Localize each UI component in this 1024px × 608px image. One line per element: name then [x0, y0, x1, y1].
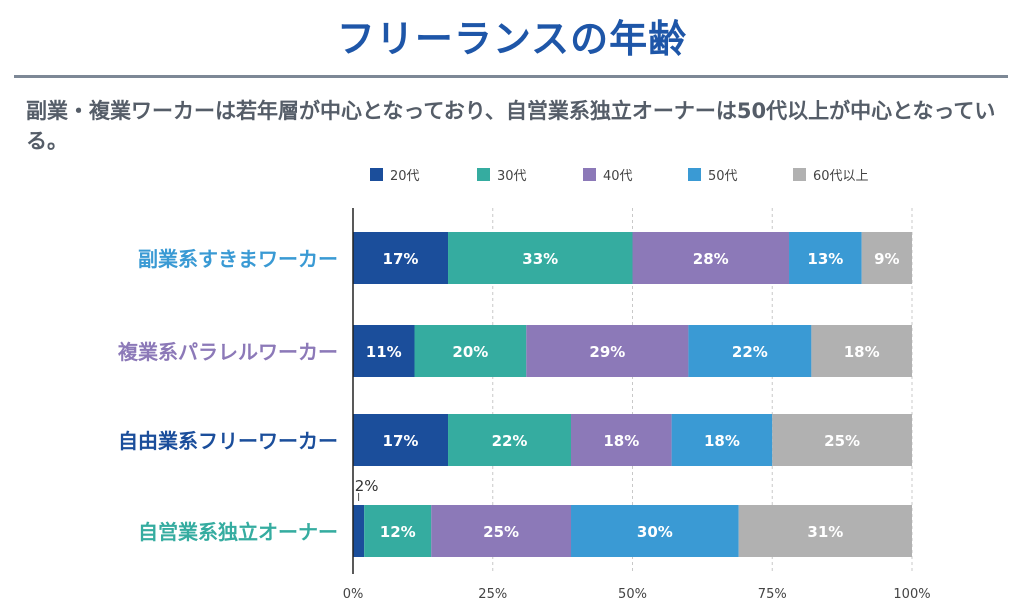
- bar-segment: [364, 505, 432, 557]
- page-title: フリーランスの年齢: [336, 17, 688, 61]
- category-label: 自営業系独立オーナー: [138, 520, 338, 544]
- data-label: 12%: [380, 523, 416, 541]
- bar-segment: [431, 505, 572, 557]
- data-label: 25%: [483, 523, 519, 541]
- data-label: 33%: [522, 250, 558, 268]
- data-label: 30%: [637, 523, 673, 541]
- bar-segment: [448, 232, 633, 284]
- data-label: 31%: [807, 523, 843, 541]
- legend-swatch: [688, 168, 701, 181]
- bar-segment: [671, 414, 773, 466]
- bar-segment: [571, 414, 672, 466]
- data-label: 22%: [732, 343, 768, 361]
- data-label: 25%: [824, 432, 860, 450]
- x-tick-label: 25%: [478, 587, 507, 602]
- bar-segment: [353, 505, 365, 557]
- x-tick-label: 0%: [343, 587, 364, 602]
- x-tick-label: 75%: [758, 587, 787, 602]
- bar-segment: [688, 325, 812, 377]
- bar-segment: [811, 325, 912, 377]
- legend-swatch: [793, 168, 806, 181]
- bar-segment: [526, 325, 689, 377]
- bar-segment: [353, 232, 449, 284]
- data-label: 22%: [492, 432, 528, 450]
- bar-segment: [414, 325, 527, 377]
- x-tick-label: 100%: [893, 587, 930, 602]
- legend-label: 50代: [708, 169, 738, 184]
- category-label: 複業系パラレルワーカー: [118, 340, 338, 364]
- legend-swatch: [370, 168, 383, 181]
- data-label: 13%: [807, 250, 843, 268]
- data-label: 29%: [589, 343, 625, 361]
- data-label: 2%: [355, 477, 379, 495]
- bar-segment: [353, 414, 449, 466]
- legend-swatch: [477, 168, 490, 181]
- bar-segment: [632, 232, 790, 284]
- category-label: 自由業系フリーワーカー: [118, 429, 338, 453]
- data-label: 17%: [383, 432, 419, 450]
- bar-segment: [448, 414, 572, 466]
- data-label: 18%: [603, 432, 639, 450]
- legend-label: 20代: [390, 169, 420, 184]
- category-label: 副業系すきまワーカー: [138, 247, 338, 271]
- legend-swatch: [583, 168, 596, 181]
- bar-segment: [789, 232, 862, 284]
- bar-segment: [353, 325, 415, 377]
- page-subtitle: 副業・複業ワーカーは若年層が中心となっており、自営業系独立オーナーは50代以上が…: [26, 99, 996, 153]
- data-label: 17%: [383, 250, 419, 268]
- bar-segment: [772, 414, 912, 466]
- data-label: 11%: [366, 343, 402, 361]
- legend-label: 30代: [497, 169, 527, 184]
- legend-label: 40代: [603, 169, 633, 184]
- bar-segment: [861, 232, 912, 284]
- bar-segment: [571, 505, 739, 557]
- data-label: 18%: [704, 432, 740, 450]
- legend-label: 60代以上: [813, 169, 869, 184]
- data-label: 9%: [874, 250, 899, 268]
- data-label: 28%: [693, 250, 729, 268]
- x-tick-label: 50%: [618, 587, 647, 602]
- title-divider: [14, 75, 1008, 78]
- bar-segment: [738, 505, 912, 557]
- data-label: 18%: [844, 343, 880, 361]
- data-label: 20%: [452, 343, 488, 361]
